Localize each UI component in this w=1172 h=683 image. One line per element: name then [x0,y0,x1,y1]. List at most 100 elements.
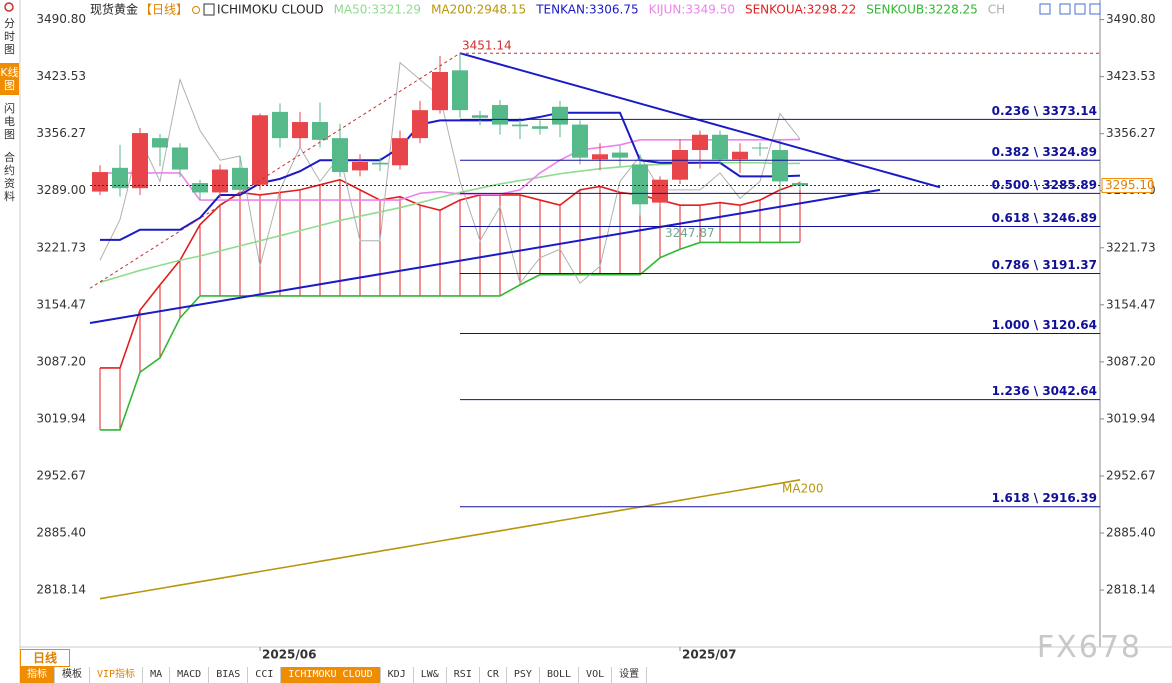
fib-label: 1.000 \ 3120.64 [992,318,1097,332]
candle-body [492,105,508,125]
toolbar-item[interactable]: 指标 [20,667,55,683]
icon[interactable] [1039,3,1051,15]
toolbar-item[interactable]: LW& [414,667,447,683]
y-tick-label: 3423.53 [36,69,86,83]
candle-body [152,138,168,148]
icon[interactable] [1059,3,1071,15]
y-tick-label: 3087.20 [1106,354,1156,368]
toolbar-item[interactable]: CCI [248,667,282,683]
candle-body [372,162,388,165]
header-label: SENKOUB:3228.25 [866,3,978,17]
y-tick-label: 3019.94 [1106,411,1156,425]
y-tick-label: 3356.27 [1106,126,1156,140]
toolbar-item[interactable]: PSY [507,667,540,683]
indicator-line [99,479,801,600]
candle-body [132,133,148,189]
candle-body [432,71,448,111]
fib-label: 0.618 \ 3246.89 [992,211,1097,225]
price-tag-label: 3295.10 [1105,178,1155,192]
watermark: FX678 [1036,630,1142,665]
side-tab[interactable]: 闪电图 [4,102,15,141]
toolbar-item[interactable]: VIP指标 [90,667,144,683]
y-tick-label: 3490.80 [1106,12,1156,26]
icon [203,3,215,16]
candle-body [632,164,648,205]
candle-body [412,110,428,139]
candle-body [532,126,548,129]
toolbar-item[interactable]: VOL [579,667,613,683]
candle-body [612,152,628,158]
candle-body [172,147,188,170]
y-tick-label: 3221.73 [1106,240,1156,254]
y-tick-label: 2818.14 [1106,583,1156,597]
candle-body [512,124,528,127]
candle-body [252,115,268,185]
header-label: ICHIMOKU CLOUD [217,3,324,17]
header-label: CH [988,3,1005,17]
sidebar: 分时图 K线图 闪电图 合约资料 [0,14,19,210]
toolbar-item[interactable]: 模板 [55,667,90,683]
y-tick-label: 3154.47 [1106,297,1156,311]
y-tick-label: 3221.73 [36,240,86,254]
trendline [89,52,461,289]
side-tab[interactable]: 合约资料 [4,151,15,203]
candle-body [552,106,568,125]
toolbar-item[interactable]: CR [480,667,507,683]
candle-body [672,150,688,180]
icon[interactable] [1089,3,1101,15]
header-label: 现货黄金 [90,2,138,17]
header-label: 【日线】 [140,3,188,17]
candle-body [792,183,808,186]
x-tick-label: 2025/06 [262,648,316,662]
period-tab[interactable]: 日线 [20,649,70,667]
candle-body [192,183,208,193]
candle-body [232,167,248,190]
trendline [459,52,941,189]
fib-label: 0.500 \ 3285.89 [992,178,1097,192]
candle-body [712,134,728,160]
header-label: MA200:2948.15 [431,3,526,17]
toolbar-item[interactable]: MA [143,667,171,683]
candle-body [392,138,408,166]
toolbar-item[interactable]: BIAS [209,667,249,683]
candle-body [332,138,348,173]
ma200-label: MA200 [782,481,823,495]
toolbar-item[interactable]: MACD [170,667,210,683]
candle-body [732,151,748,160]
price-tag [1101,178,1153,194]
toolbar-item[interactable]: ICHIMOKU CLOUD [281,667,381,683]
side-tab[interactable]: 分时图 [4,17,15,56]
toolbar-item[interactable]: 设置 [612,667,648,683]
y-tick-label: 2952.67 [36,468,86,482]
candle-body [312,122,328,140]
candle-body [572,124,588,158]
y-tick-label: 3087.20 [36,354,86,368]
fib-label: 1.236 \ 3042.64 [992,384,1097,398]
candle-body [472,115,488,118]
toolbar-item[interactable]: RSI [447,667,480,683]
candle-body [452,70,468,111]
y-tick-label: 2818.14 [36,583,86,597]
candle-body [272,111,288,139]
indicator-line [99,161,801,284]
header-label: KIJUN:3349.50 [649,3,735,17]
trendline [89,188,881,325]
window-icons [1039,3,1101,15]
candle-body [592,154,608,160]
candle-body [772,150,788,182]
candle-body [92,172,108,192]
side-tab[interactable]: K线图 [0,63,19,95]
fib-label: 0.236 \ 3373.14 [992,104,1097,118]
candle-body [352,161,368,171]
y-tick-label: 2885.40 [36,526,86,540]
candle-body [692,134,708,151]
toolbar-item[interactable]: BOLL [540,667,580,683]
header-label: SENKOUA:3298.22 [745,3,856,17]
y-tick-label: 3356.27 [36,126,86,140]
toolbar-item[interactable]: KDJ [381,667,414,683]
icon[interactable] [1074,3,1086,15]
header-label: TENKAN:3306.75 [535,3,638,17]
y-tick-label: 2885.40 [1106,526,1156,540]
